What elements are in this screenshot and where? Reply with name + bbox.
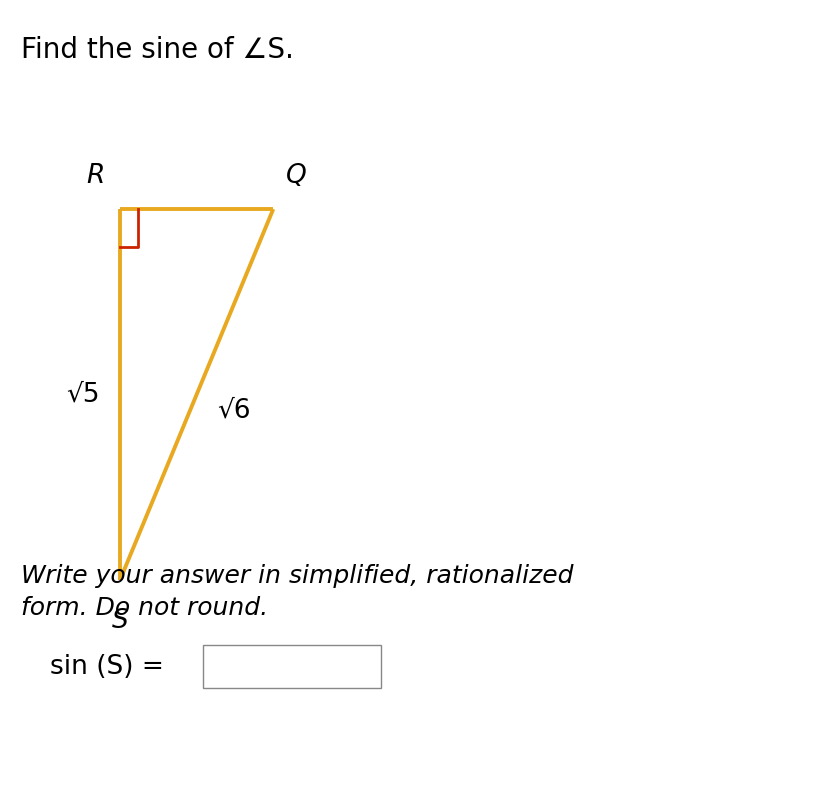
Text: S: S [112, 608, 128, 634]
Text: Q: Q [285, 163, 306, 189]
Text: Find the sine of ∠S.: Find the sine of ∠S. [21, 36, 294, 63]
Bar [203, 645, 380, 688]
Text: R: R [87, 163, 105, 189]
Text: Write your answer in simplified, rationalized: Write your answer in simplified, rationa… [21, 564, 572, 588]
Text: sin (S) =: sin (S) = [50, 654, 164, 679]
Text: √6: √6 [217, 398, 251, 423]
Text: form. Do not round.: form. Do not round. [21, 596, 267, 619]
Text: √5: √5 [66, 382, 99, 407]
